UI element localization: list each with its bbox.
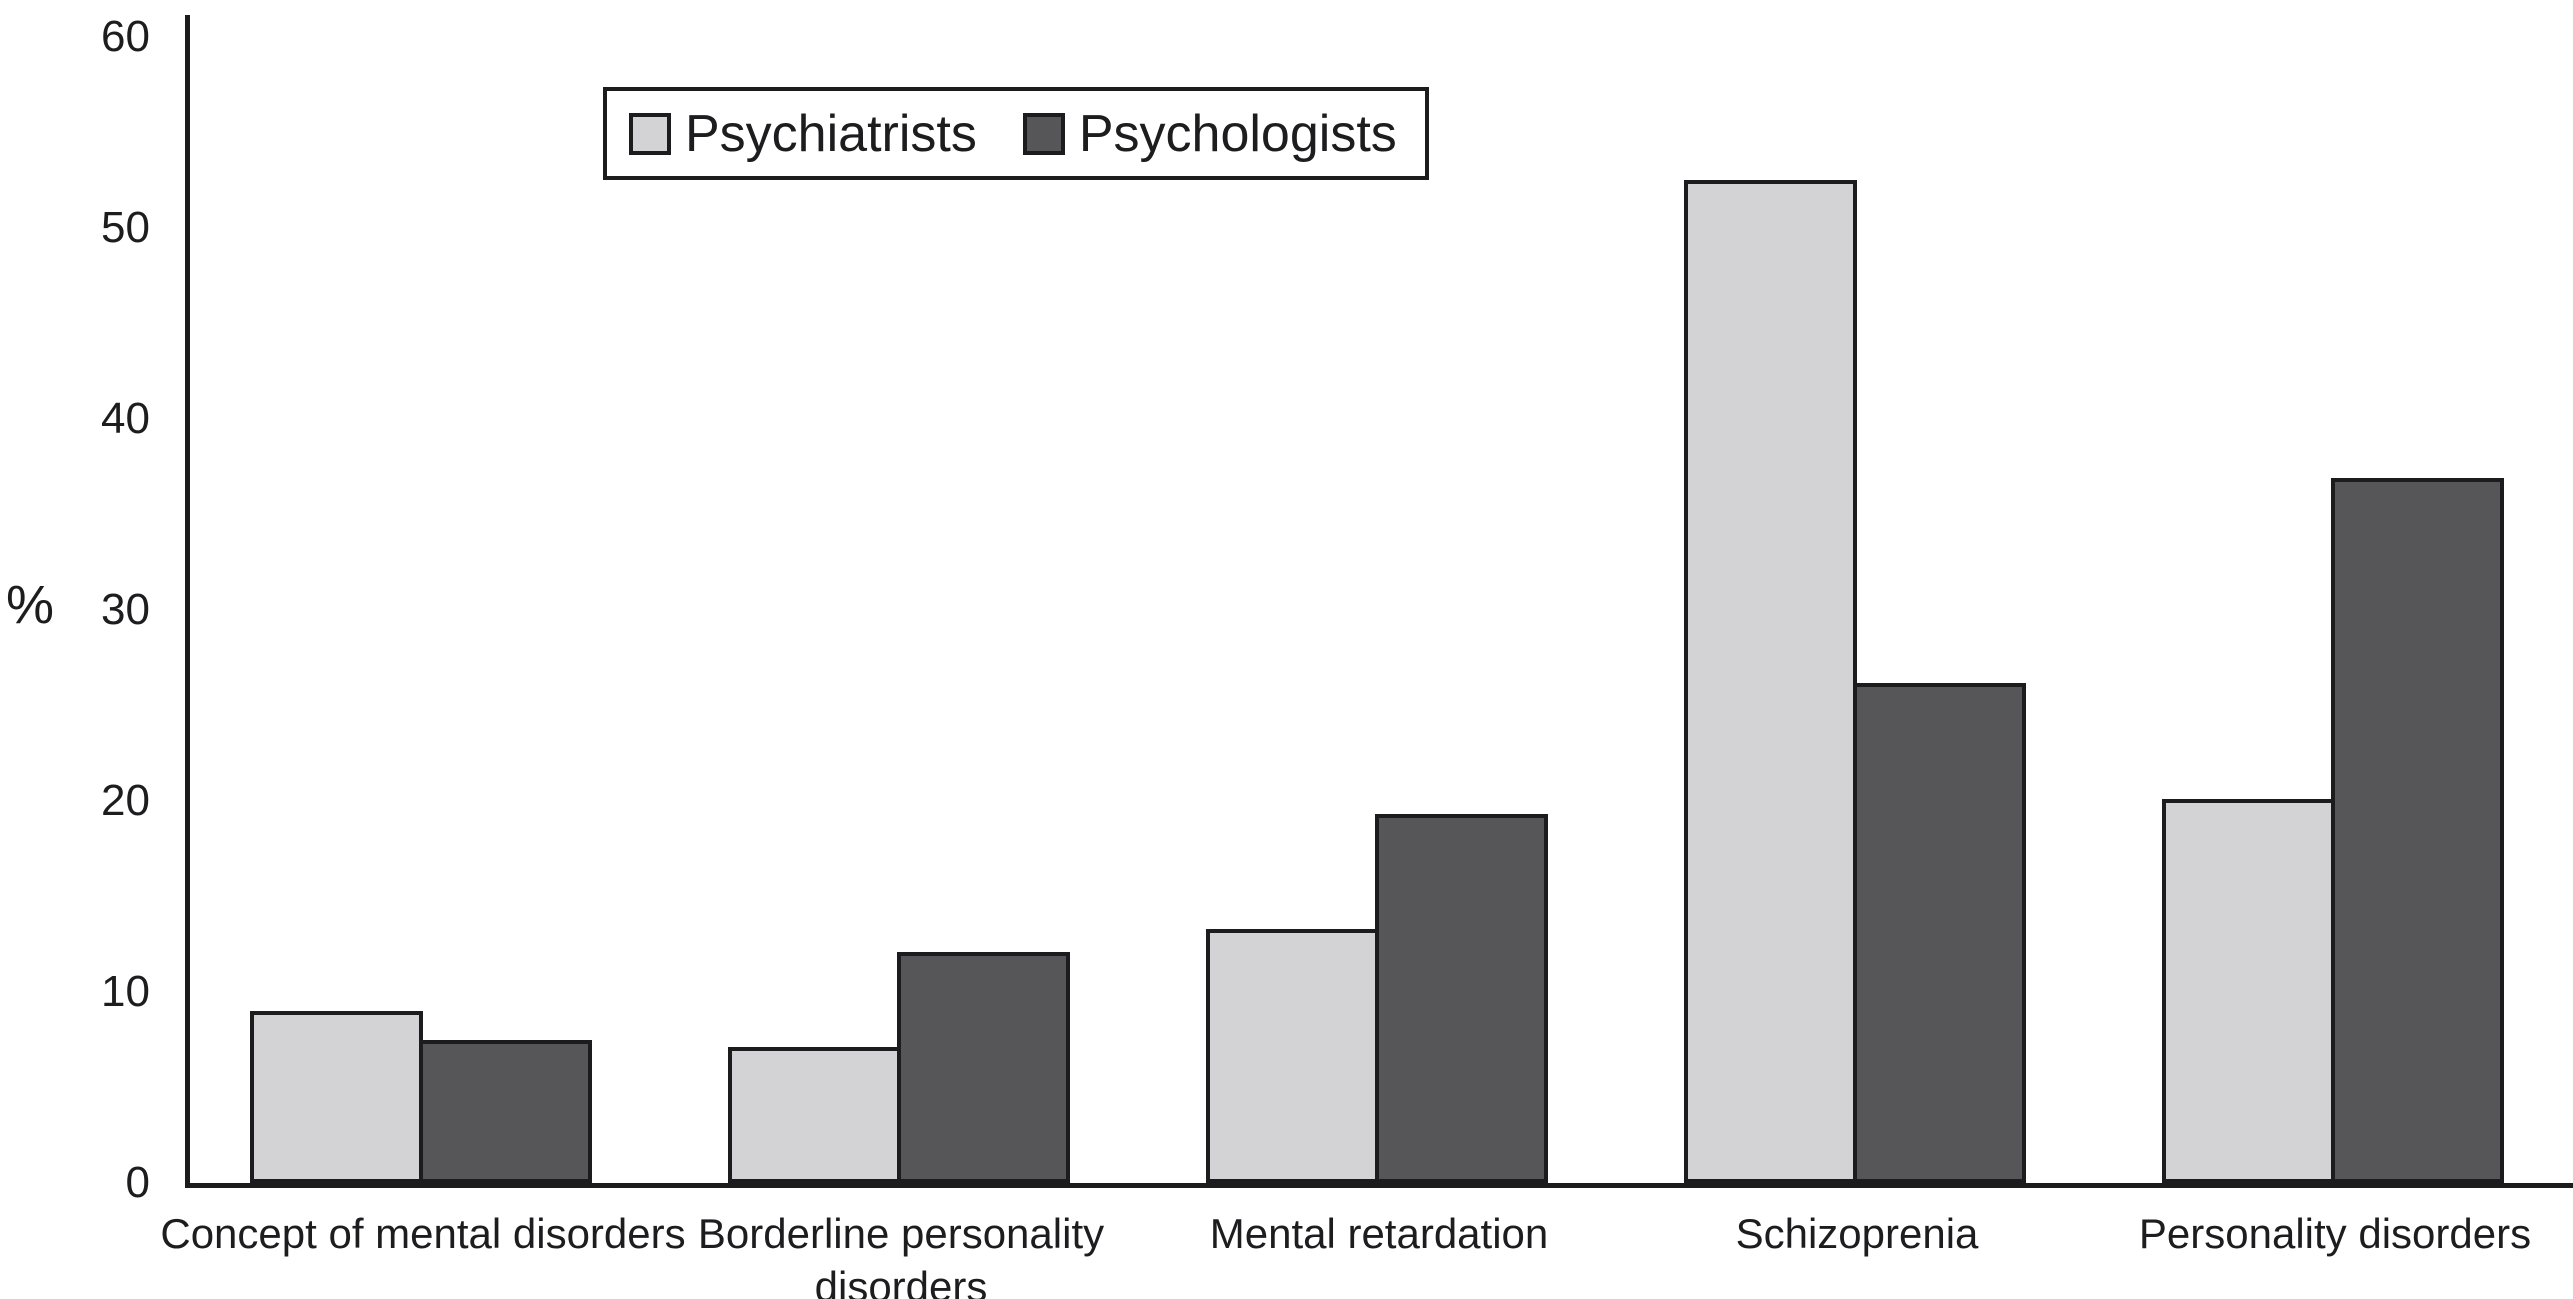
legend-label: Psychiatrists xyxy=(685,104,977,163)
y-tick-label: 50 xyxy=(101,203,150,252)
legend-item: Psychiatrists xyxy=(629,104,977,164)
bar-psychologists xyxy=(1375,814,1548,1183)
bar-psychiatrists xyxy=(2162,799,2335,1183)
legend: Psychiatrists Psychologists xyxy=(603,87,1429,180)
bar-psychiatrists xyxy=(1206,929,1379,1183)
bar-group: Schizoprenia xyxy=(1684,15,2030,1257)
category-label: Personality disorders xyxy=(2138,1210,2532,1257)
bar-group: Borderline personality disorders xyxy=(698,15,1104,1299)
y-tick-label: 30 xyxy=(101,585,150,634)
y-tick-label: 0 xyxy=(125,1158,150,1207)
y-tick-label: 60 xyxy=(101,12,150,61)
bar-psychologists xyxy=(2331,478,2504,1183)
y-axis-tick-labels: 0 10 20 30 40 50 60 xyxy=(0,12,150,1207)
y-axis-title: % xyxy=(6,575,55,635)
category-label: Borderline personality disorders xyxy=(697,1210,1105,1299)
y-tick-label: 20 xyxy=(101,776,150,825)
bar-psychiatrists xyxy=(1684,180,1857,1183)
bar-group: Concept of mental disorders xyxy=(160,15,686,1257)
legend-item: Psychologists xyxy=(1022,104,1397,164)
category-label: Mental retardation xyxy=(1209,1210,1549,1257)
category-label: Concept of mental disorders xyxy=(160,1210,686,1257)
y-axis-line xyxy=(185,15,190,1188)
bar-psychiatrists xyxy=(250,1011,423,1183)
category-label: Schizoprenia xyxy=(1735,1210,1979,1257)
y-tick-label: 10 xyxy=(101,967,150,1016)
bar-psychologists xyxy=(1853,683,2026,1183)
x-axis-line xyxy=(185,1183,2573,1188)
plot-area: Concept of mental disorders Borderline pe… xyxy=(160,15,2573,1299)
bar-group: Personality disorders xyxy=(2139,15,2531,1257)
legend-swatch-icon xyxy=(1022,112,1065,155)
legend-swatch-icon xyxy=(629,112,671,155)
y-tick-label: 40 xyxy=(101,394,150,443)
bar-psychologists xyxy=(419,1040,592,1183)
bar-psychologists xyxy=(897,952,1070,1183)
bar-psychiatrists xyxy=(728,1047,901,1183)
bar-group: Mental retardation xyxy=(1206,15,1552,1257)
legend-label: Psychologists xyxy=(1078,104,1397,163)
